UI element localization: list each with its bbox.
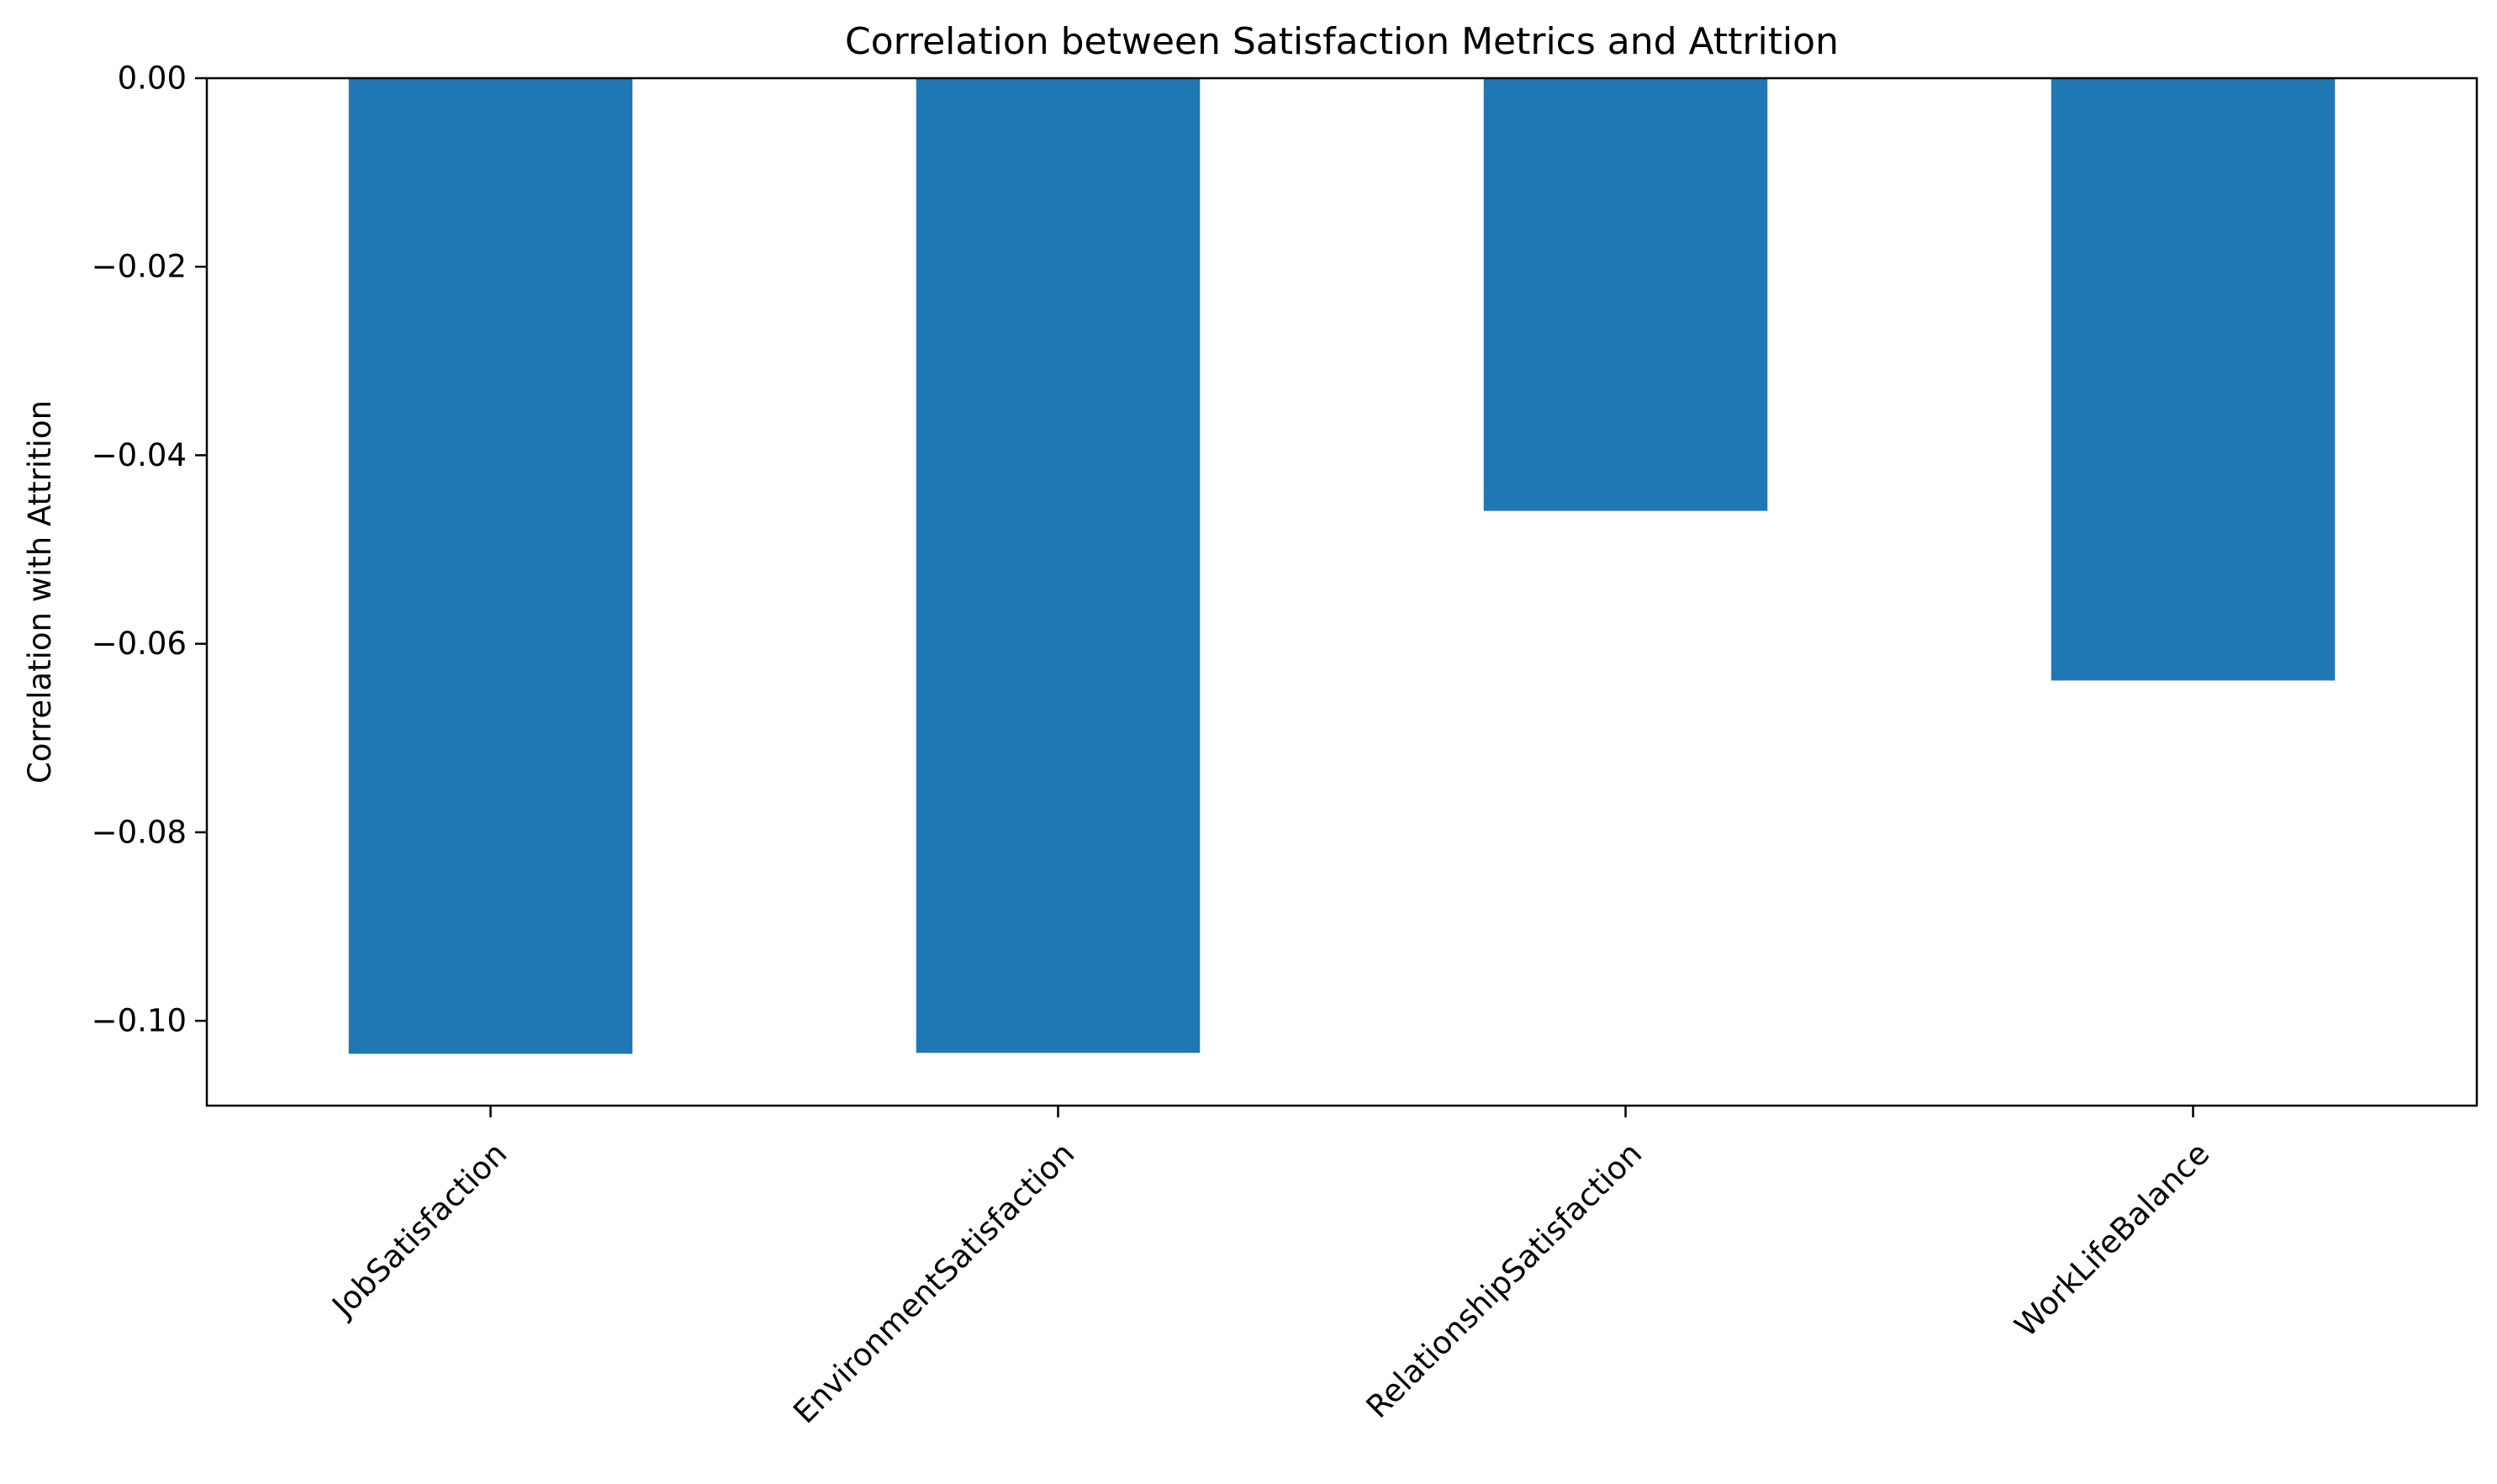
- x-axis: JobSatisfaction EnvironmentSatisfaction Re…: [325, 1106, 2216, 1430]
- y-tick-label: −0.08: [92, 814, 187, 850]
- bar-JobSatisfaction: [348, 78, 633, 1054]
- x-tick-label: WorkLifeBalance: [2008, 1135, 2216, 1344]
- x-tick-label: RelationshipSatisfaction: [1359, 1135, 1650, 1425]
- y-tick-label: −0.02: [92, 249, 187, 285]
- bar-WorkLifeBalance: [2051, 78, 2336, 681]
- plot-frame: [205, 77, 2479, 1107]
- y-tick-label: 0.00: [118, 61, 187, 97]
- bars-layer: [348, 78, 2336, 1054]
- bar-RelationshipSatisfaction: [1483, 78, 1768, 511]
- chart-title: Correlation between Satisfaction Metrics…: [845, 20, 1839, 63]
- bar-EnvironmentSatisfaction: [916, 78, 1201, 1054]
- x-tick-label: JobSatisfaction: [325, 1135, 515, 1325]
- y-tick-label: −0.06: [92, 626, 187, 662]
- x-tick-label: EnvironmentSatisfaction: [786, 1135, 1081, 1430]
- y-tick-label: −0.04: [92, 437, 187, 473]
- y-axis-label: Correlation with Attrition: [22, 400, 58, 784]
- y-tick-label: −0.10: [92, 1003, 187, 1039]
- y-axis: 0.00 −0.02 −0.04 −0.06 −0.08 −0.10: [92, 61, 207, 1039]
